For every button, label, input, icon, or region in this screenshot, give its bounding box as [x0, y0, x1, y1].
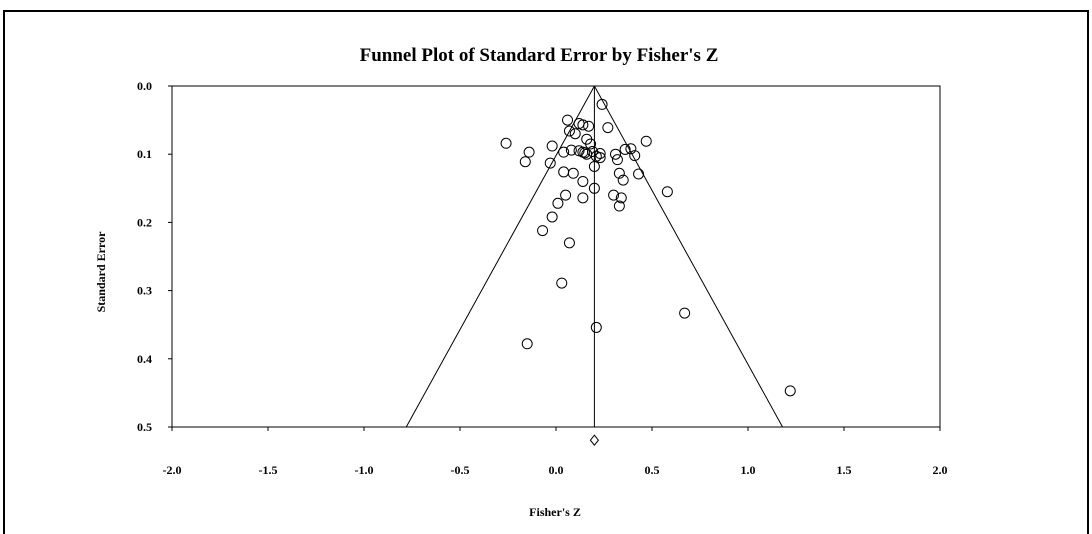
chart-frame	[3, 10, 1089, 534]
study-point	[625, 143, 637, 155]
study-point	[602, 122, 614, 134]
study-point	[613, 200, 625, 212]
study-point	[577, 192, 589, 204]
study-point	[579, 147, 591, 159]
study-point	[608, 189, 620, 201]
x-tick-label: -0.5	[451, 463, 470, 477]
funnel-right-line	[593, 85, 783, 428]
x-tick-label: -2.0	[163, 463, 182, 477]
study-point	[613, 167, 625, 179]
x-tick-label: -1.0	[355, 463, 374, 477]
study-point	[560, 189, 572, 201]
study-point	[569, 128, 581, 140]
plot-area-border	[171, 85, 941, 428]
study-point	[611, 154, 623, 166]
funnel-left-line	[405, 85, 595, 428]
study-point	[588, 160, 600, 172]
study-point	[640, 135, 652, 147]
study-point	[537, 225, 549, 237]
study-point	[661, 186, 673, 198]
study-point	[565, 144, 577, 156]
study-point	[519, 156, 531, 168]
y-axis-label: Standard Error	[94, 231, 108, 312]
study-point	[558, 146, 570, 158]
x-tick-label: 2.0	[933, 463, 948, 477]
study-point	[567, 167, 579, 179]
study-point	[610, 148, 622, 160]
y-tick-label: 0.4	[137, 352, 152, 366]
study-point	[594, 152, 606, 164]
y-tick-label: 0.2	[137, 215, 152, 229]
study-point	[500, 137, 512, 149]
study-point	[583, 120, 595, 132]
x-tick-label: 0.5	[645, 463, 660, 477]
y-tick-label: 0.3	[137, 284, 152, 298]
study-point	[562, 114, 574, 126]
x-axis-label: Fisher's Z	[529, 505, 581, 519]
study-point	[585, 138, 597, 150]
study-point	[617, 174, 629, 186]
study-point	[596, 98, 608, 110]
study-point	[556, 277, 568, 289]
chart-title: Funnel Plot of Standard Error by Fisher'…	[360, 45, 719, 66]
study-point	[577, 119, 589, 131]
x-tick-label: 1.5	[837, 463, 852, 477]
x-tick-label: 0.0	[549, 463, 564, 477]
study-point	[619, 143, 631, 155]
study-point	[523, 146, 535, 158]
study-point	[679, 307, 691, 319]
study-point	[544, 157, 556, 169]
study-point	[590, 321, 602, 333]
study-point	[563, 125, 575, 137]
x-tick-label: -1.5	[259, 463, 278, 477]
study-point	[546, 140, 558, 152]
study-point	[552, 197, 564, 209]
study-point	[563, 237, 575, 249]
study-point	[629, 150, 641, 162]
study-point	[588, 182, 600, 194]
y-tick-label: 0.0	[137, 79, 152, 93]
study-point	[558, 166, 570, 178]
y-tick-label: 0.5	[137, 420, 152, 434]
combined-effect-diamond	[589, 434, 600, 447]
study-point	[784, 385, 796, 397]
study-point	[594, 148, 606, 160]
study-point	[633, 168, 645, 180]
study-point	[521, 338, 533, 350]
study-point	[615, 192, 627, 204]
study-point	[577, 175, 589, 187]
y-tick-label: 0.1	[137, 147, 152, 161]
x-tick-label: 1.0	[741, 463, 756, 477]
study-point	[546, 211, 558, 223]
